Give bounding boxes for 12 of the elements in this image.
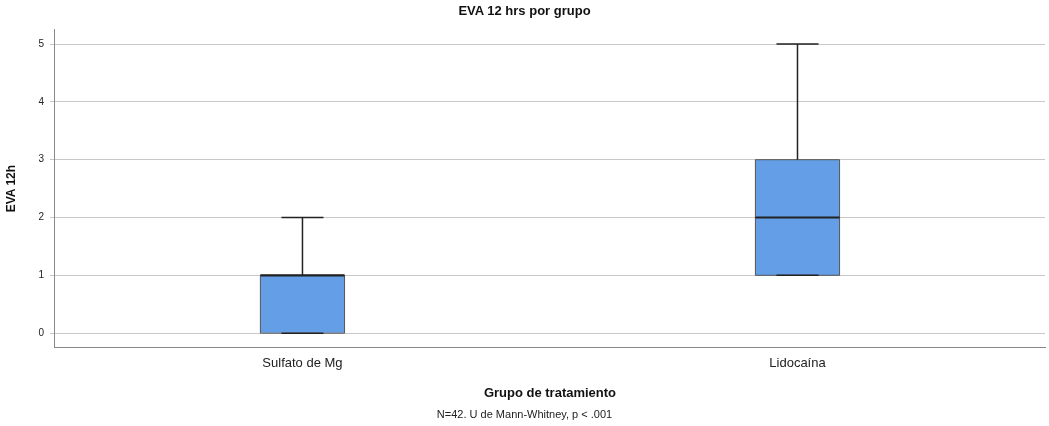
y-tick-label: 5 [38, 37, 45, 49]
text: N=42. U de Mann-Whitney, p < .001 [436, 408, 613, 421]
y-tick-label: 4 [38, 95, 45, 107]
y-tick-label: 0 [38, 326, 45, 338]
x-axis-title: Grupo de tratamiento [483, 384, 617, 400]
chart-title: EVA 12 hrs por grupo [458, 3, 591, 19]
x-tick-label: Lidocaína [769, 354, 827, 370]
y-tick-label: 1 [38, 269, 45, 281]
y-axis-title: EVA 12h [3, 164, 18, 213]
y-tick-label: 3 [38, 153, 45, 165]
x-tick-label: Sulfato de Mg [262, 354, 343, 370]
y-tick-label: 2 [38, 211, 45, 223]
